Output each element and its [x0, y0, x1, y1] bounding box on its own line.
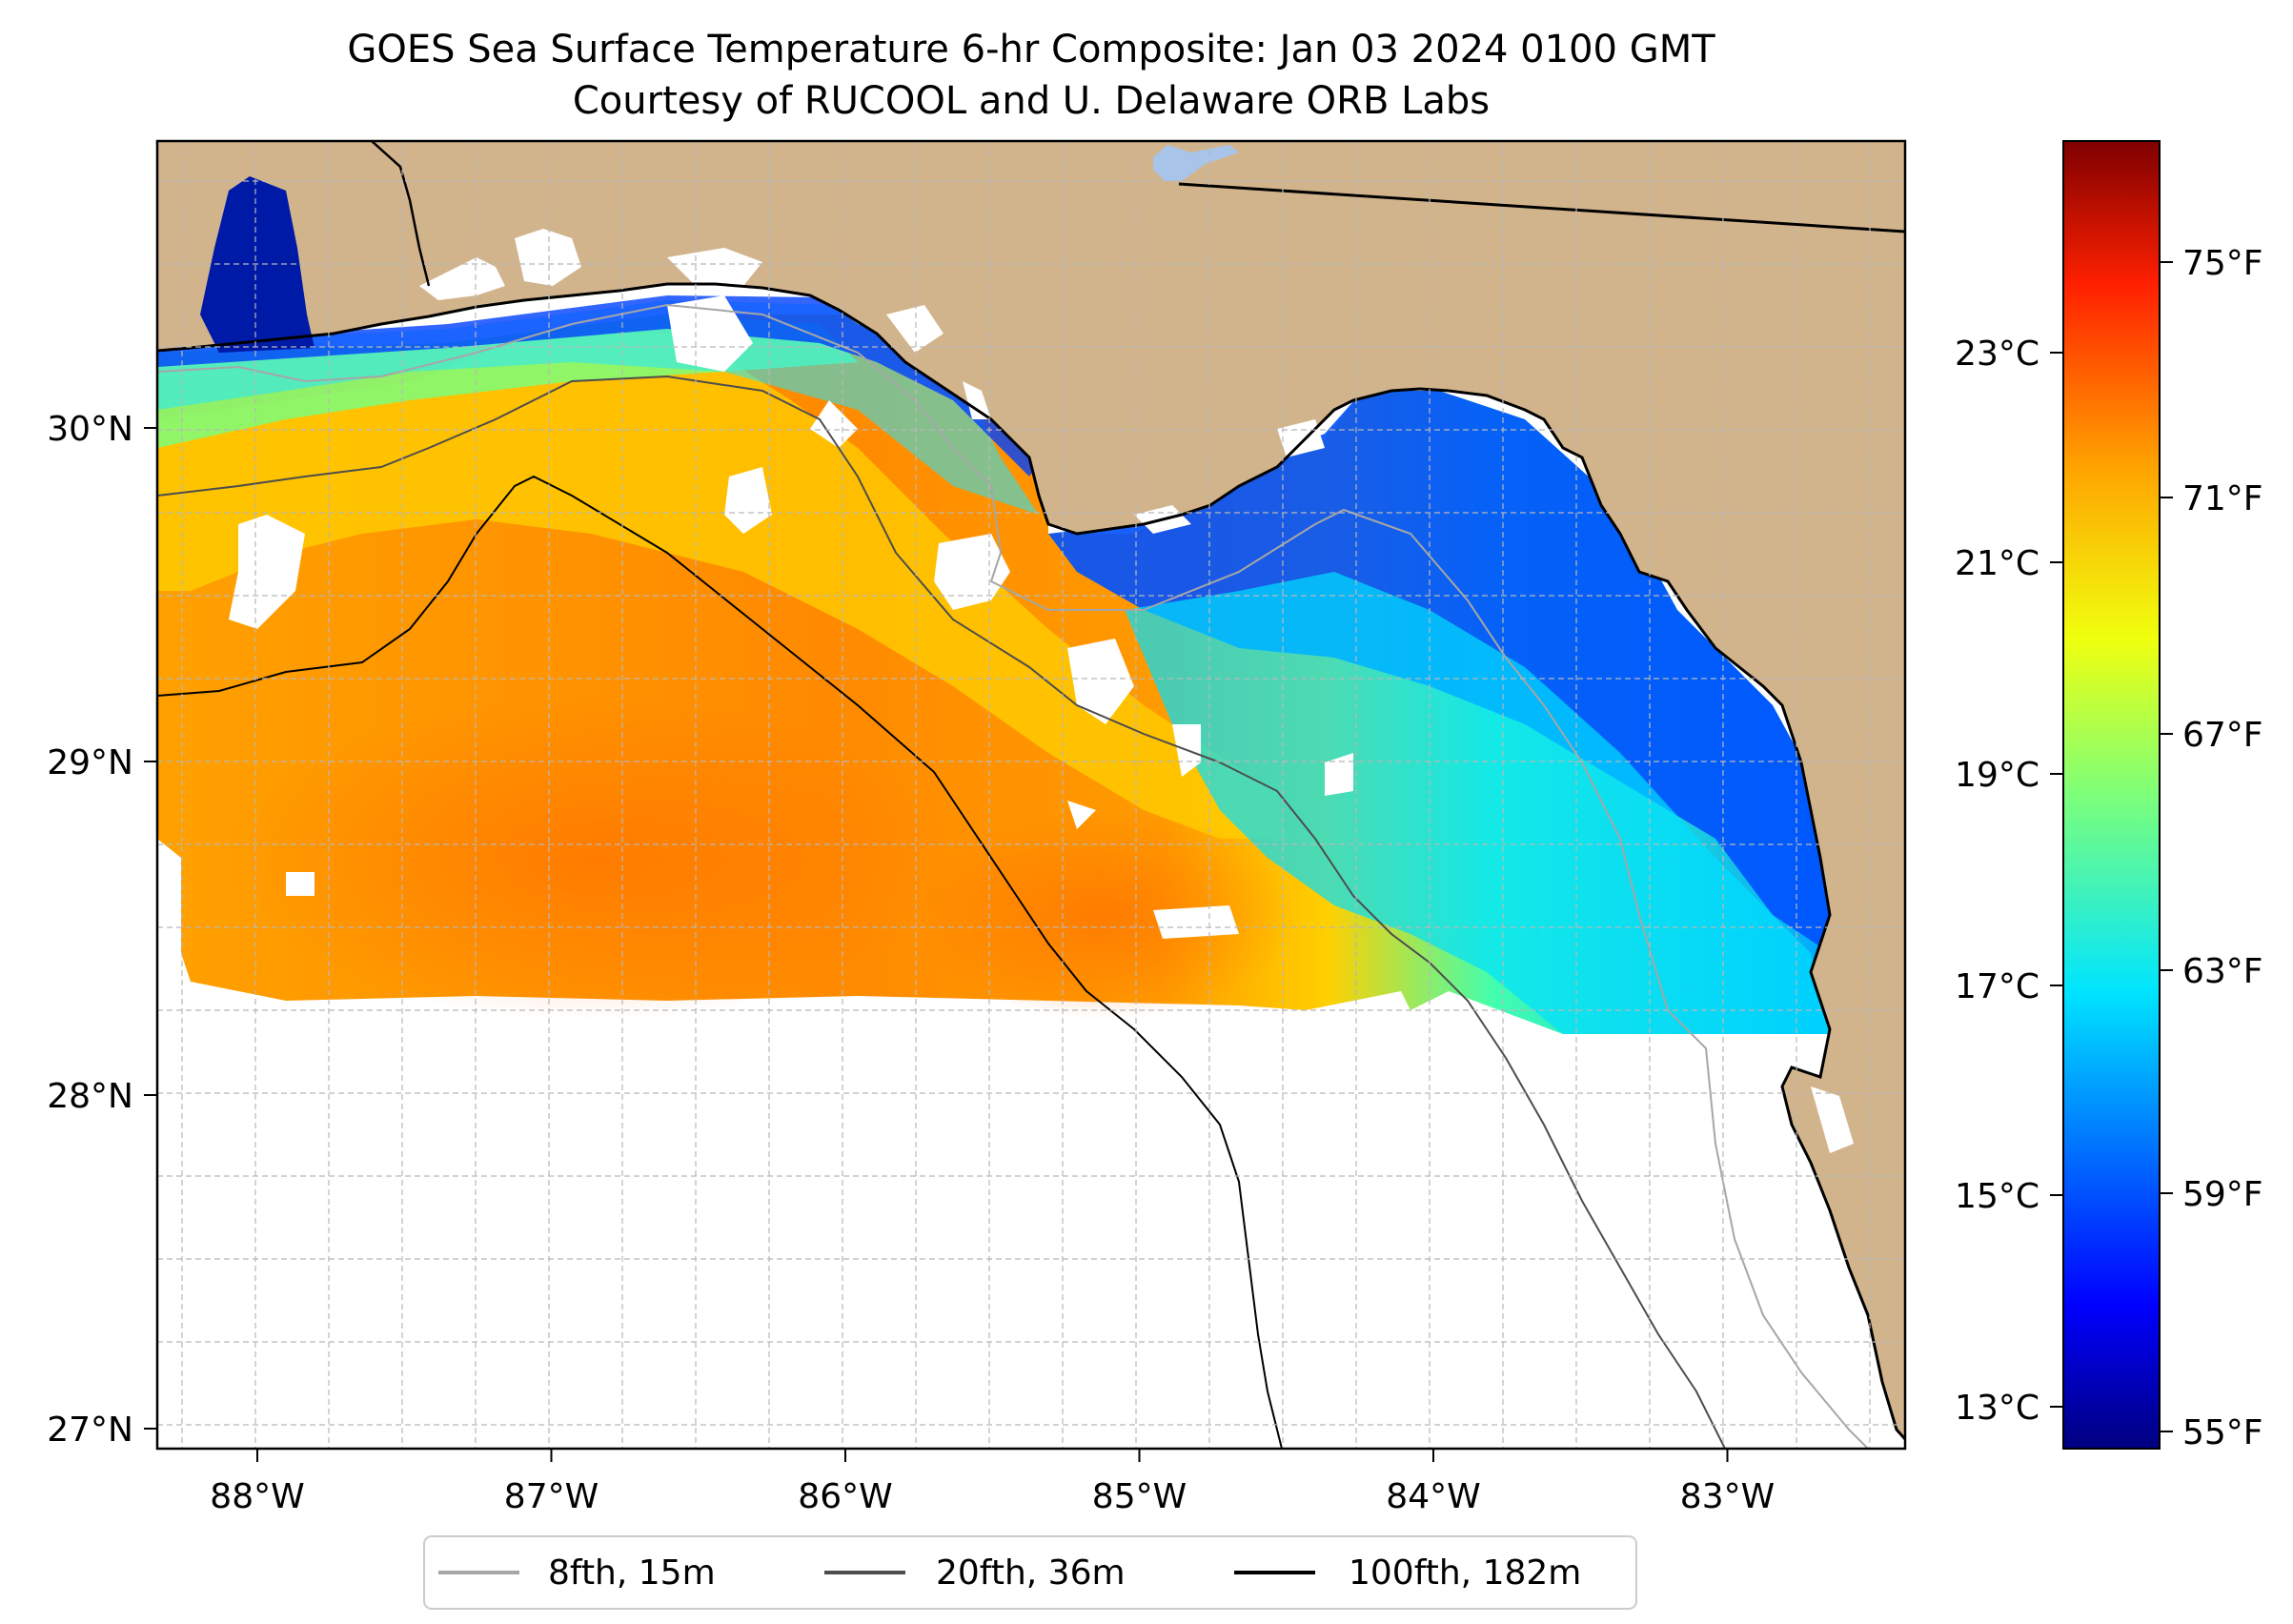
colorbar-celsius-label: 15°C — [1955, 1177, 2039, 1216]
map-frame — [155, 139, 1907, 1451]
state-border — [1178, 182, 1905, 233]
coastline — [157, 282, 1905, 1441]
legend-label-20fth: 20fth, 36m — [936, 1553, 1126, 1593]
isobath-8fth — [157, 303, 1869, 1449]
colorbar-fahrenheit-label: 63°F — [2182, 952, 2263, 991]
colorbar — [2062, 140, 2161, 1450]
lat-tick-label: 27°N — [47, 1411, 133, 1450]
colorbar-fahrenheit-label: 71°F — [2182, 479, 2263, 518]
isobath-legend: 8fth, 15m 20fth, 36m 100fth, 182m — [423, 1535, 1637, 1610]
lon-tick-label: 88°W — [210, 1477, 304, 1516]
isobath-100fth — [157, 475, 1283, 1449]
lon-tick-label: 86°W — [798, 1477, 892, 1516]
latitude-axis: 30°N 29°N 28°N 27°N — [47, 410, 157, 1450]
colorbar-fahrenheit-label: 75°F — [2182, 244, 2263, 283]
colorbar-celsius-label: 17°C — [1955, 967, 2039, 1006]
lon-tick-label: 84°W — [1386, 1477, 1480, 1516]
map-subtitle: Courtesy of RUCOOL and U. Delaware ORB L… — [572, 79, 1491, 123]
colorbar-celsius-label: 23°C — [1955, 335, 2039, 374]
longitude-axis: 88°W 87°W 86°W 85°W 84°W 83°W — [210, 1449, 1775, 1516]
colorbar-ticks: 23°C 21°C 19°C 17°C 15°C 13°C 75°F 71°F 67°F 63°F… — [1955, 244, 2263, 1452]
lat-tick-label: 28°N — [47, 1077, 133, 1116]
lon-tick-label: 87°W — [504, 1477, 599, 1516]
colorbar-celsius-label: 21°C — [1955, 544, 2039, 583]
lat-tick-label: 30°N — [47, 410, 133, 449]
lat-tick-label: 29°N — [47, 743, 133, 782]
legend-label-100fth: 100fth, 182m — [1349, 1553, 1581, 1593]
isobath-20fth — [157, 375, 1726, 1449]
map-title: GOES Sea Surface Temperature 6-hr Compos… — [347, 28, 1715, 71]
lon-tick-label: 85°W — [1092, 1477, 1187, 1516]
colorbar-celsius-label: 19°C — [1955, 756, 2039, 795]
colorbar-fahrenheit-label: 67°F — [2182, 716, 2263, 755]
lon-tick-label: 83°W — [1680, 1477, 1775, 1516]
map-gridlines — [157, 141, 1905, 1449]
colorbar-celsius-label: 13°C — [1955, 1389, 2039, 1428]
map-panel — [157, 141, 1905, 1449]
colorbar-fahrenheit-label: 59°F — [2182, 1175, 2263, 1214]
colorbar-fahrenheit-label: 55°F — [2182, 1413, 2263, 1452]
alabama-border — [371, 141, 431, 287]
legend-label-8fth: 8fth, 15m — [548, 1553, 716, 1593]
